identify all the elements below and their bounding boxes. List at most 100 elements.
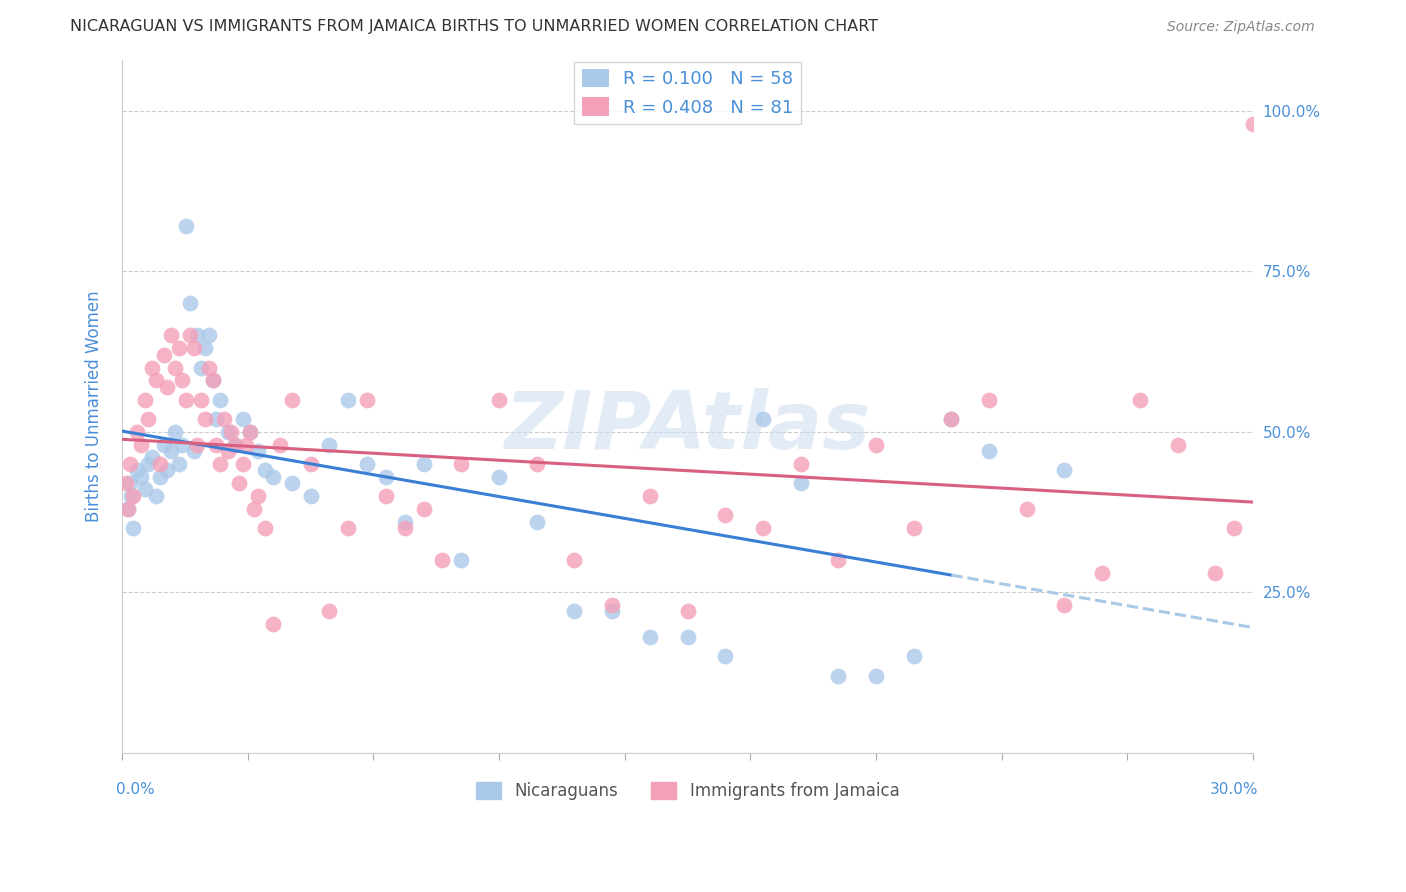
Legend: R = 0.100   N = 58, R = 0.408   N = 81: R = 0.100 N = 58, R = 0.408 N = 81	[575, 62, 800, 124]
Point	[269, 437, 291, 451]
Point	[197, 328, 219, 343]
Point	[167, 457, 190, 471]
Point	[600, 604, 623, 618]
Point	[212, 412, 235, 426]
Point	[254, 521, 277, 535]
Point	[526, 515, 548, 529]
Point	[600, 598, 623, 612]
Point	[1053, 598, 1076, 612]
Point	[1317, 392, 1340, 407]
Point	[1053, 463, 1076, 477]
Point	[163, 425, 186, 439]
Text: ZIPAtlas: ZIPAtlas	[505, 388, 870, 466]
Point	[827, 668, 849, 682]
Point	[141, 450, 163, 465]
Point	[205, 437, 228, 451]
Point	[224, 437, 246, 451]
Point	[228, 476, 250, 491]
Point	[129, 437, 152, 451]
Point	[356, 392, 378, 407]
Point	[356, 457, 378, 471]
Point	[246, 489, 269, 503]
Text: Source: ZipAtlas.com: Source: ZipAtlas.com	[1167, 21, 1315, 34]
Point	[450, 457, 472, 471]
Point	[752, 412, 775, 426]
Point	[194, 412, 217, 426]
Point	[183, 444, 205, 458]
Point	[903, 649, 925, 664]
Point	[564, 553, 586, 567]
Point	[714, 649, 737, 664]
Point	[432, 553, 454, 567]
Point	[374, 469, 396, 483]
Point	[254, 463, 277, 477]
Point	[450, 553, 472, 567]
Point	[221, 425, 243, 439]
Point	[789, 457, 811, 471]
Point	[201, 373, 224, 387]
Point	[172, 373, 194, 387]
Point	[412, 457, 434, 471]
Point	[183, 341, 205, 355]
Point	[138, 457, 160, 471]
Point	[118, 476, 141, 491]
Point	[394, 521, 416, 535]
Point	[145, 489, 167, 503]
Point	[190, 392, 212, 407]
Point	[201, 373, 224, 387]
Point	[174, 219, 197, 234]
Point	[172, 437, 194, 451]
Point	[1392, 553, 1406, 567]
Point	[246, 444, 269, 458]
Point	[114, 476, 136, 491]
Point	[1091, 566, 1114, 580]
Point	[209, 457, 232, 471]
Point	[280, 392, 302, 407]
Point	[149, 469, 172, 483]
Point	[262, 469, 284, 483]
Text: 0.0%: 0.0%	[117, 782, 155, 797]
Point	[167, 341, 190, 355]
Point	[752, 521, 775, 535]
Point	[374, 489, 396, 503]
Point	[280, 476, 302, 491]
Text: 30.0%: 30.0%	[1211, 782, 1258, 797]
Point	[156, 380, 179, 394]
Point	[160, 444, 183, 458]
Point	[1129, 392, 1152, 407]
Point	[217, 425, 239, 439]
Point	[179, 328, 201, 343]
Point	[190, 360, 212, 375]
Point	[205, 412, 228, 426]
Point	[676, 604, 699, 618]
Point	[186, 437, 208, 451]
Point	[865, 668, 887, 682]
Point	[122, 489, 145, 503]
Point	[865, 437, 887, 451]
Point	[117, 501, 139, 516]
Point	[1241, 117, 1264, 131]
Point	[564, 604, 586, 618]
Point	[217, 444, 239, 458]
Text: NICARAGUAN VS IMMIGRANTS FROM JAMAICA BIRTHS TO UNMARRIED WOMEN CORRELATION CHAR: NICARAGUAN VS IMMIGRANTS FROM JAMAICA BI…	[70, 20, 879, 34]
Point	[299, 489, 322, 503]
Point	[209, 392, 232, 407]
Point	[152, 437, 174, 451]
Point	[121, 489, 143, 503]
Point	[152, 348, 174, 362]
Point	[134, 392, 156, 407]
Point	[526, 457, 548, 471]
Point	[163, 360, 186, 375]
Point	[122, 521, 145, 535]
Point	[134, 483, 156, 497]
Point	[224, 437, 246, 451]
Point	[232, 412, 254, 426]
Point	[235, 437, 257, 451]
Point	[299, 457, 322, 471]
Point	[1015, 501, 1038, 516]
Point	[1167, 437, 1189, 451]
Point	[318, 604, 340, 618]
Point	[156, 463, 179, 477]
Point	[149, 457, 172, 471]
Point	[638, 489, 661, 503]
